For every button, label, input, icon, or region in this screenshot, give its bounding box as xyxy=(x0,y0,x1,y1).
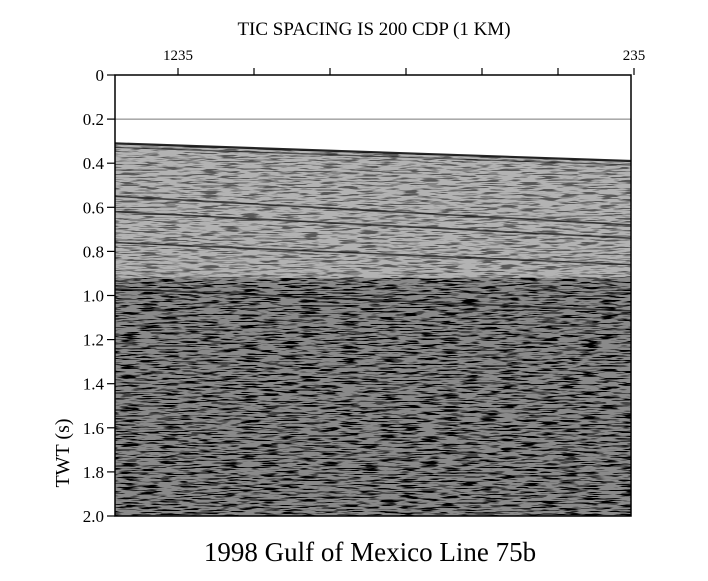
y-tick-label: 1.2 xyxy=(83,331,104,350)
strong-reflector xyxy=(115,195,631,226)
y-axis-ticks: 0 0.2 0.4 0.6 0.8 1.0 1.2 1.4 1.6 1.8 2.0 xyxy=(83,66,115,526)
strong-reflector xyxy=(115,288,631,312)
y-tick-label: 1.8 xyxy=(83,463,104,482)
reflectors xyxy=(115,142,631,312)
y-tick-label: 0.8 xyxy=(83,242,104,261)
y-tick-label: 0.4 xyxy=(83,154,105,173)
y-tick-label: 1.0 xyxy=(83,287,104,306)
y-tick-label: 1.6 xyxy=(83,419,104,438)
seismic-data xyxy=(115,142,631,516)
y-tick-label: 0.6 xyxy=(83,198,104,217)
strong-reflector xyxy=(115,241,631,266)
y-tick-label: 2.0 xyxy=(83,507,104,526)
y-tick-label: 0 xyxy=(96,66,105,85)
y-tick-label: 0.2 xyxy=(83,110,104,129)
strong-reflector xyxy=(115,210,631,239)
seafloor-reflector-secondary xyxy=(115,146,631,166)
y-tick-label: 1.4 xyxy=(83,375,105,394)
top-tick-label-235: 235 xyxy=(623,48,646,64)
seismic-texture xyxy=(115,143,631,516)
caption: 1998 Gulf of Mexico Line 75b xyxy=(204,537,536,567)
top-tick-label-1235: 1235 xyxy=(163,48,193,64)
top-title: TIC SPACING IS 200 CDP (1 KM) xyxy=(237,19,510,40)
y-axis-label: TWT (s) xyxy=(52,418,74,487)
top-tick-marks xyxy=(177,68,635,75)
seafloor-reflector xyxy=(115,142,631,163)
